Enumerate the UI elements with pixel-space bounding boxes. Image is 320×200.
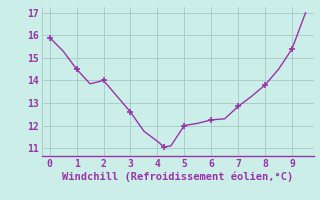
X-axis label: Windchill (Refroidissement éolien,°C): Windchill (Refroidissement éolien,°C) (62, 172, 293, 182)
